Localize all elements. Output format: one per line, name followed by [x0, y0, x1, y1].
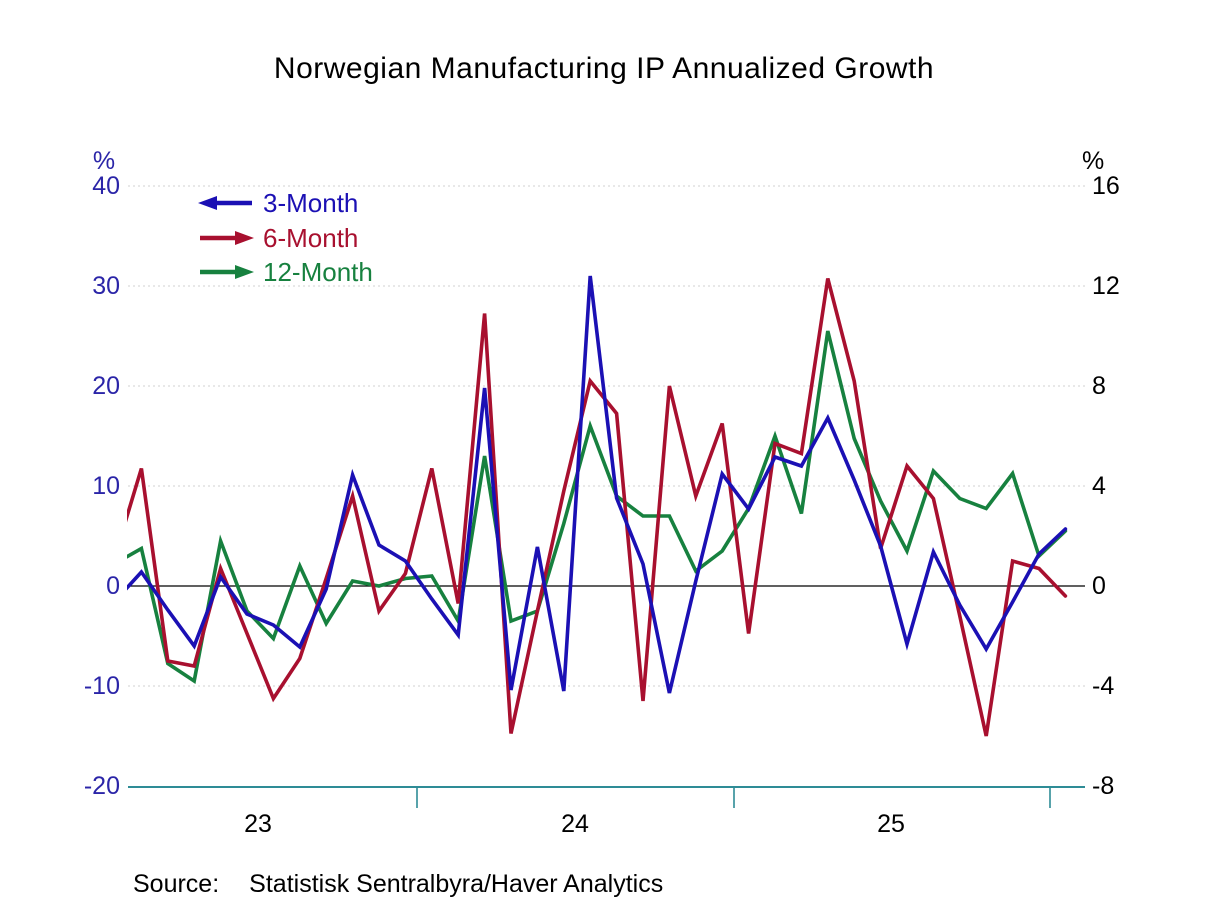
series-line-12-month	[127, 330, 1068, 684]
legend-label-3-month: 3-Month	[263, 188, 359, 218]
right-axis-unit-label: %	[1082, 147, 1105, 175]
legend-item-12-month: 12-Month	[263, 259, 373, 286]
legend-label-12-month: 12-Month	[263, 257, 373, 287]
right-axis-tick-16: 16	[1092, 172, 1120, 200]
series-lines	[127, 275, 1068, 737]
right-axis-tick-8: 8	[1092, 372, 1106, 400]
left-axis-tick-10: 10	[92, 472, 120, 500]
left-axis-unit-label: %	[92, 147, 116, 175]
right-axis-tick--8: -8	[1092, 772, 1115, 800]
x-axis-year-label-24: 24	[561, 810, 589, 838]
left-axis-tick--10: -10	[83, 672, 120, 700]
legend-item-6-month: 6-Month	[263, 225, 358, 252]
right-axis-tick-4: 4	[1092, 472, 1106, 500]
source-label: Source:	[133, 870, 220, 898]
series-line-6-month	[127, 278, 1068, 737]
left-axis-tick--20: -20	[83, 772, 120, 800]
legend-item-3-month: 3-Month	[263, 190, 358, 217]
x-axis-year-label-25: 25	[877, 810, 905, 838]
series-line-3-month	[127, 275, 1068, 694]
source-text: Statistisk Sentralbyra/Haver Analytics	[249, 870, 664, 898]
chart-title: Norwegian Manufacturing IP Annualized Gr…	[273, 52, 935, 85]
right-axis-tick-0: 0	[1092, 572, 1106, 600]
left-axis-tick-40: 40	[92, 172, 120, 200]
right-axis-tick--4: -4	[1092, 672, 1115, 700]
legend-arrow-3-month-icon	[198, 196, 252, 210]
legend-label-6-month: 6-Month	[263, 223, 359, 253]
left-axis-tick-20: 20	[92, 372, 120, 400]
legend-arrow-6-month-icon	[200, 231, 254, 245]
right-axis-tick-12: 12	[1092, 272, 1120, 300]
x-axis-year-label-23: 23	[244, 810, 272, 838]
left-axis-tick-0: 0	[106, 572, 120, 600]
source-line: Source: Statistisk Sentralbyra/Haver Anal…	[133, 870, 663, 899]
left-axis-tick-30: 30	[92, 272, 120, 300]
legend-arrow-12-month-icon	[200, 265, 254, 279]
